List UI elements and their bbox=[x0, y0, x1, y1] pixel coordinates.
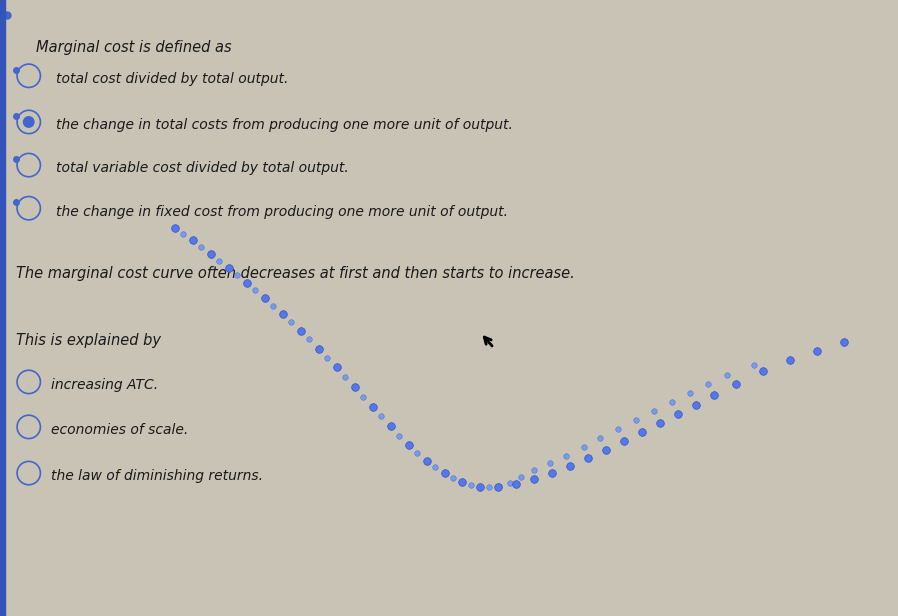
Ellipse shape bbox=[23, 116, 34, 128]
Text: Marginal cost is defined as: Marginal cost is defined as bbox=[36, 41, 232, 55]
Text: the change in total costs from producing one more unit of output.: the change in total costs from producing… bbox=[56, 118, 513, 132]
Text: total cost divided by total output.: total cost divided by total output. bbox=[56, 72, 288, 86]
Bar bbox=[0, 0, 5, 616]
Text: economies of scale.: economies of scale. bbox=[51, 423, 189, 437]
Text: The marginal cost curve often decreases at first and then starts to increase.: The marginal cost curve often decreases … bbox=[16, 267, 575, 282]
Text: the change in fixed cost from producing one more unit of output.: the change in fixed cost from producing … bbox=[56, 205, 507, 219]
Text: This is explained by: This is explained by bbox=[16, 333, 161, 348]
Text: total variable cost divided by total output.: total variable cost divided by total out… bbox=[56, 161, 348, 176]
Text: increasing ATC.: increasing ATC. bbox=[51, 378, 158, 392]
Text: the law of diminishing returns.: the law of diminishing returns. bbox=[51, 469, 263, 484]
